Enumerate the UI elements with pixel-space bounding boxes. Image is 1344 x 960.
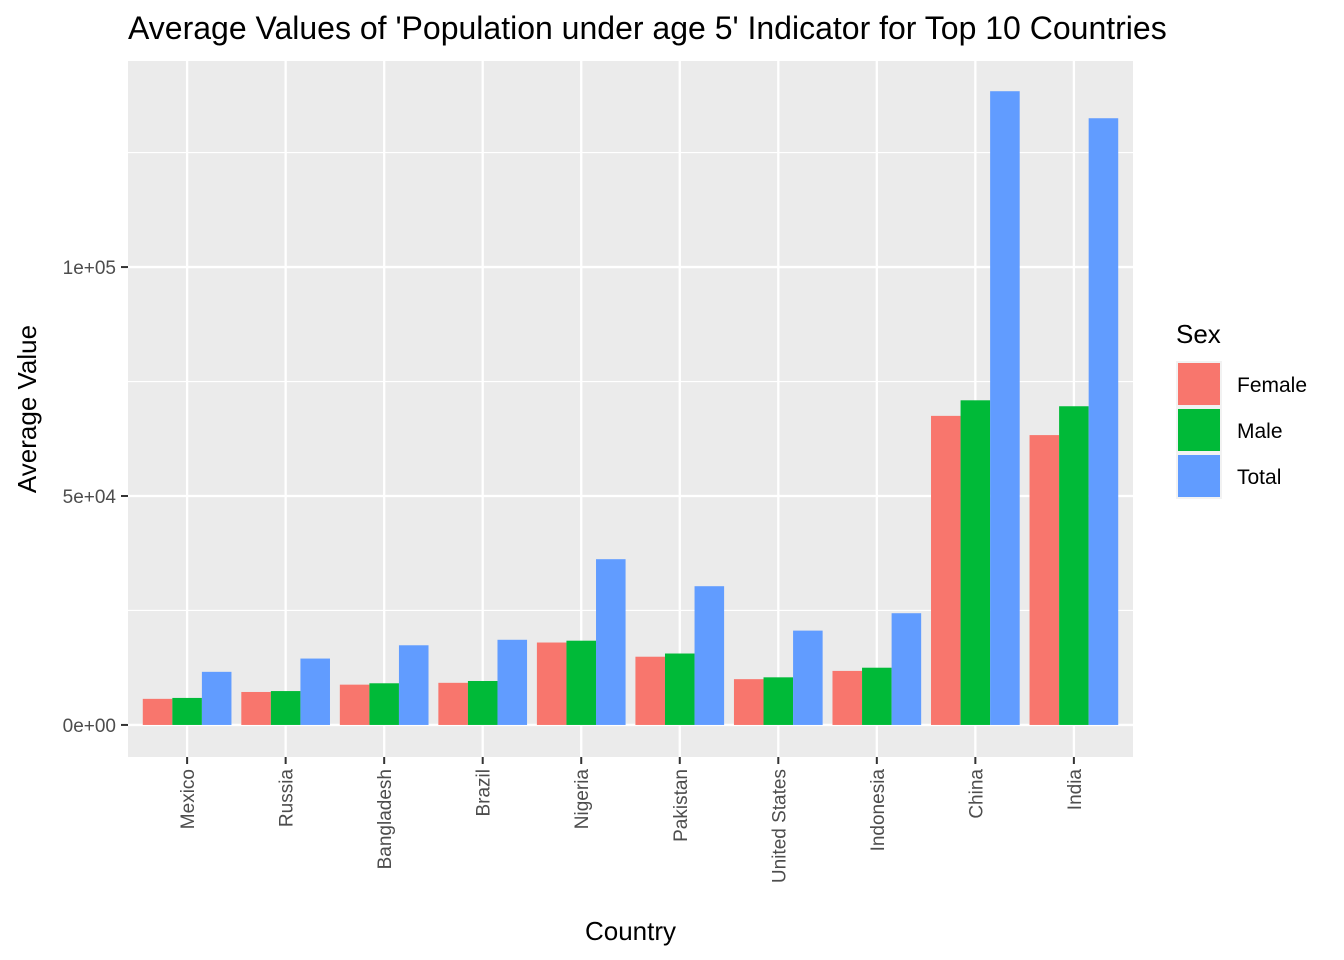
bar-china-female bbox=[931, 415, 961, 725]
bar-united-states-total bbox=[793, 630, 823, 725]
legend-title: Sex bbox=[1176, 319, 1221, 349]
bar-indonesia-male bbox=[862, 667, 892, 725]
bar-china-male bbox=[960, 400, 991, 725]
bar-bangladesh-total bbox=[398, 645, 429, 725]
bar-nigeria-male bbox=[566, 640, 597, 725]
x-tick-label: India bbox=[1065, 769, 1086, 811]
legend-label-total: Total bbox=[1237, 466, 1281, 489]
legend-label-male: Male bbox=[1237, 420, 1283, 443]
bar-united-states-female bbox=[733, 679, 764, 725]
bar-pakistan-female bbox=[635, 656, 665, 725]
bar-brazil-male bbox=[467, 680, 498, 725]
x-tick-label: Nigeria bbox=[572, 769, 593, 830]
bar-indonesia-total bbox=[891, 613, 922, 725]
x-tick-label: Mexico bbox=[178, 769, 199, 829]
x-axis: Mexico Russia Bangladesh Brazil Nigeria Pakis… bbox=[178, 757, 1086, 883]
x-tick-label: Russia bbox=[277, 769, 298, 828]
bar-indonesia-female bbox=[832, 670, 863, 725]
legend-swatch-total bbox=[1178, 455, 1220, 497]
bar-russia-total bbox=[300, 658, 330, 725]
x-tick-label: Pakistan bbox=[671, 769, 692, 842]
y-tick-label: 1e+05 bbox=[63, 258, 116, 279]
bar-bangladesh-female bbox=[339, 684, 370, 725]
y-axis-title: Average Value bbox=[12, 325, 42, 493]
bar-india-total bbox=[1088, 118, 1119, 725]
legend-label-female: Female bbox=[1237, 374, 1307, 397]
x-tick-label: China bbox=[966, 769, 987, 819]
bar-united-states-male bbox=[763, 677, 794, 725]
bar-russia-male bbox=[270, 691, 301, 725]
bars bbox=[142, 91, 1119, 725]
chart-title: Average Values of 'Population under age … bbox=[128, 10, 1167, 46]
legend: Sex Female Male Total bbox=[1176, 319, 1307, 499]
bar-mexico-total bbox=[201, 671, 232, 725]
x-axis-title: Country bbox=[585, 916, 676, 946]
bar-nigeria-female bbox=[536, 642, 567, 725]
legend-swatch-male bbox=[1178, 409, 1220, 451]
bar-nigeria-total bbox=[596, 559, 626, 725]
bar-brazil-female bbox=[438, 682, 468, 725]
bar-mexico-male bbox=[172, 697, 202, 725]
bar-india-female bbox=[1029, 435, 1060, 725]
y-tick-label: 0e+00 bbox=[63, 716, 116, 737]
bar-russia-female bbox=[241, 691, 271, 725]
x-tick-label: Indonesia bbox=[868, 769, 889, 852]
y-tick-label: 5e+04 bbox=[63, 487, 117, 508]
legend-swatch-female bbox=[1178, 363, 1220, 405]
bar-brazil-total bbox=[497, 639, 528, 725]
y-axis: 0e+00 5e+04 1e+05 bbox=[63, 258, 128, 737]
bar-pakistan-male bbox=[664, 653, 695, 725]
x-tick-label: United States bbox=[769, 769, 790, 883]
bar-mexico-female bbox=[142, 698, 173, 725]
bar-pakistan-total bbox=[694, 586, 725, 725]
x-tick-label: Brazil bbox=[474, 769, 495, 817]
bar-india-male bbox=[1059, 406, 1089, 725]
bar-bangladesh-male bbox=[369, 683, 399, 725]
bar-china-total bbox=[990, 91, 1020, 725]
x-tick-label: Bangladesh bbox=[375, 769, 396, 869]
